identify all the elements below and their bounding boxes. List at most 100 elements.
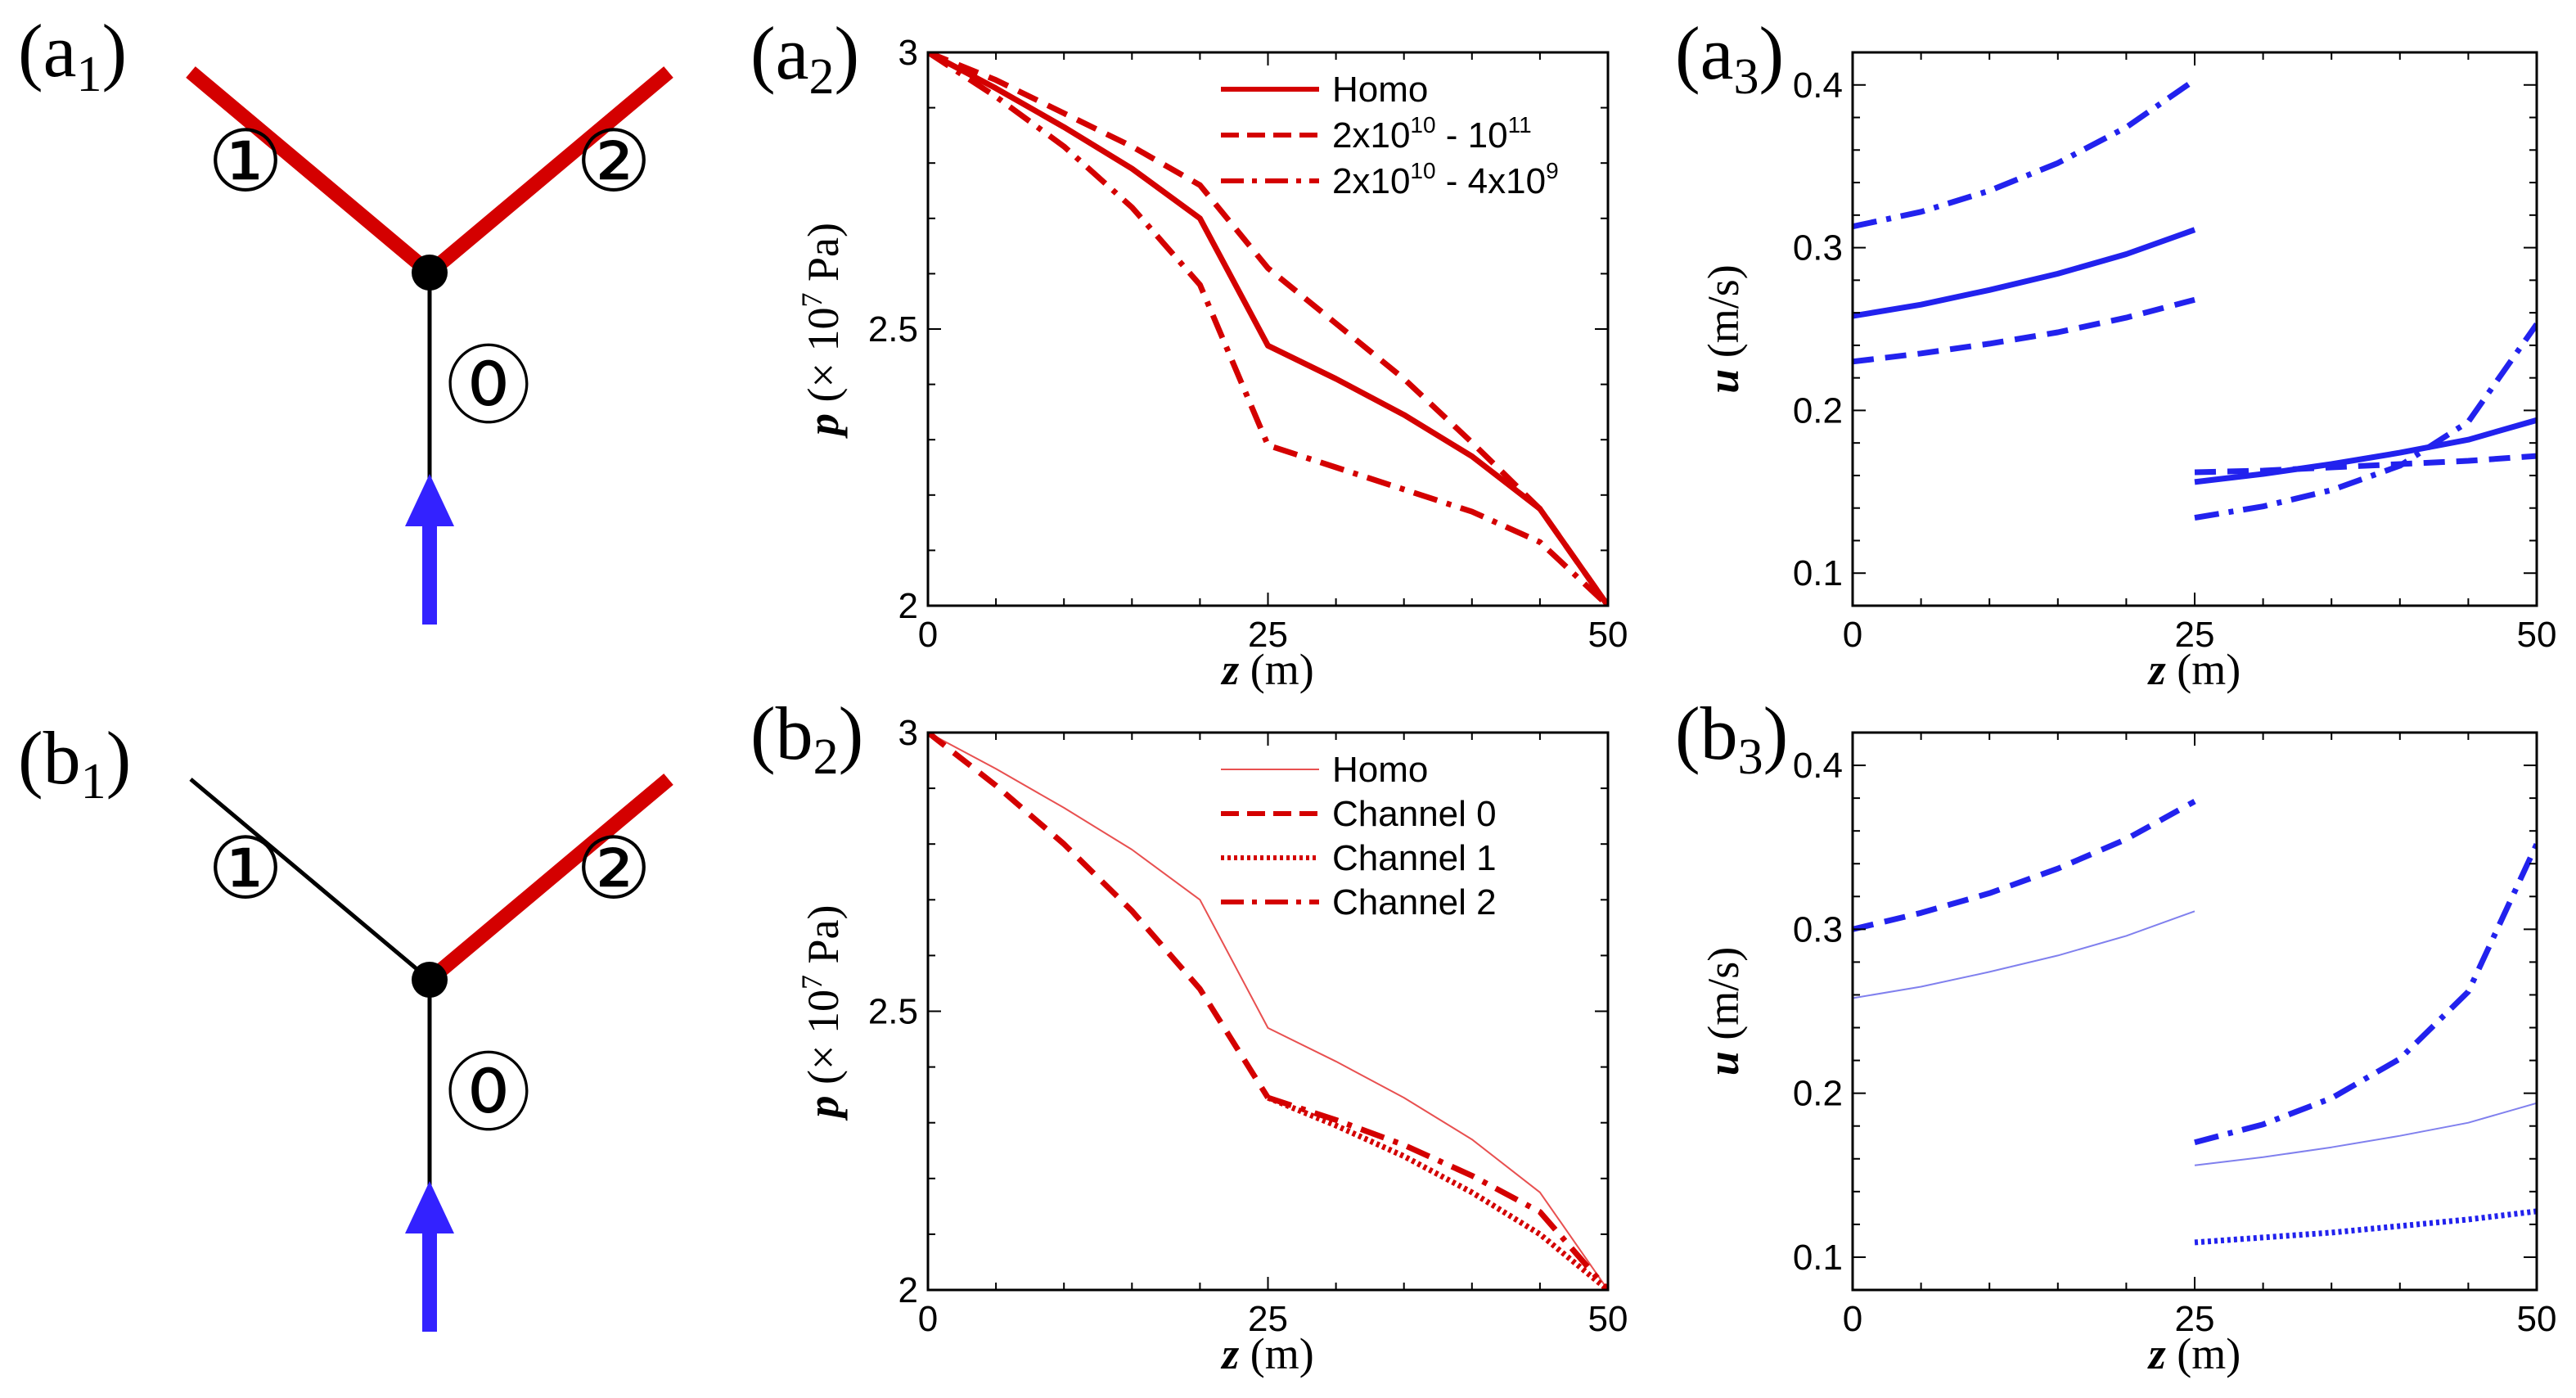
y-axis-unit: (× 10: [799, 990, 848, 1095]
y-axis-unit: (m/s): [1699, 264, 1748, 369]
y-tick-label: 0.2: [1793, 390, 1843, 431]
paren-close: ): [1759, 11, 1784, 95]
series-group: [928, 733, 1608, 1290]
series-line: [2194, 322, 2537, 521]
y-axis-exponent: 7: [795, 975, 828, 990]
y-tick-label: 2.5: [868, 309, 918, 350]
paren-open: (: [1675, 692, 1700, 775]
x-axis-label: z (m): [1220, 645, 1313, 694]
legend-entry: Channel 1: [1332, 838, 1497, 878]
x-axis-label: z (m): [2147, 1329, 2240, 1378]
series-line: [928, 52, 1608, 606]
x-tick-label: 0: [918, 615, 938, 655]
inflow-arrow-shaft: [422, 518, 437, 625]
diagram-b1: ① ② ⓪: [189, 773, 673, 1332]
panel-subscript: 3: [1738, 729, 1763, 785]
legend-text: Channel 1: [1332, 838, 1497, 878]
y-tick-label: 0.3: [1793, 228, 1843, 268]
x-axis-unit: (m): [2166, 1329, 2240, 1378]
legend-entry: Homo: [1332, 70, 1428, 110]
panel-letter: a: [43, 9, 77, 92]
panel-letter: b: [1700, 692, 1738, 775]
junction-node: [412, 255, 448, 291]
channel-2-branch: [425, 773, 673, 985]
plot-frame: [1851, 731, 2538, 1292]
paren-open: (: [18, 716, 43, 800]
y-tick-label: 2.5: [868, 992, 918, 1032]
y-tick-label: 0.3: [1793, 909, 1843, 949]
y-axis-var: u: [1699, 1051, 1748, 1076]
channel-2-branch: [425, 66, 673, 278]
y-axis-unit: (m/s): [1699, 947, 1748, 1052]
series-line: [1853, 296, 2195, 365]
inflow-arrow-head: [405, 474, 454, 526]
legend-sup: 9: [1546, 158, 1559, 183]
legend-text: Homo: [1332, 750, 1428, 790]
series-line: [1853, 910, 2195, 999]
legend-sup: 10: [1410, 112, 1435, 138]
x-tick-label: 50: [1588, 1299, 1628, 1339]
channel-1-label: ①: [207, 115, 283, 210]
panel-letter: b: [43, 716, 81, 800]
panel-label: (a2): [750, 11, 859, 105]
panel-letter: a: [1700, 11, 1734, 95]
legend-text: 2x10: [1332, 115, 1410, 156]
x-tick-label: 0: [1843, 615, 1862, 655]
y-tick-label: 2: [898, 586, 918, 626]
legend-text: 2x10: [1332, 161, 1410, 201]
legend-entry: 2x1010 - 1011: [1332, 112, 1532, 156]
channel-2-label: ②: [575, 822, 651, 917]
x-tick-label: 50: [2517, 615, 2557, 655]
y-tick-label: 0.4: [1793, 65, 1843, 106]
junction-node: [412, 962, 448, 998]
y-axis-var: p: [799, 1095, 848, 1121]
x-tick-label: 50: [2517, 1299, 2557, 1339]
y-tick-label: 0.2: [1793, 1074, 1843, 1114]
paren-close: ): [101, 9, 127, 92]
legend-entry: Channel 0: [1332, 794, 1497, 834]
legend-sup: 11: [1508, 112, 1532, 138]
y-axis-unit: Pa): [799, 905, 848, 975]
channel-2-label: ②: [575, 115, 651, 210]
y-axis-label: p (× 107 Pa): [795, 905, 848, 1121]
paren-close: ): [834, 11, 859, 95]
channel-0-label: ⓪: [446, 1047, 531, 1142]
y-axis-var: p: [799, 413, 848, 439]
panel-subscript: 1: [76, 47, 101, 102]
x-tick-label: 25: [1248, 615, 1288, 655]
x-tick-label: 50: [1588, 615, 1628, 655]
series-line: [2194, 1102, 2537, 1166]
y-axis-unit: Pa): [799, 223, 848, 292]
series-line: [928, 52, 1608, 606]
plot-frame: [1851, 51, 2538, 607]
y-tick-label: 0.1: [1793, 553, 1843, 593]
series-line: [1853, 799, 2196, 932]
diagram-a1: ① ② ⓪: [186, 66, 673, 625]
x-tick-label: 0: [1843, 1299, 1862, 1339]
paren-open: (: [750, 11, 776, 95]
paren-close: ): [106, 716, 132, 800]
paren-open: (: [750, 692, 776, 775]
panel-subscript: 1: [81, 754, 106, 809]
y-axis-exponent: 7: [795, 293, 828, 308]
legend-text: - 10: [1436, 115, 1508, 156]
x-tick-label: 25: [2175, 1299, 2215, 1339]
x-axis-var: z: [2147, 645, 2166, 694]
paren-close: ): [839, 692, 864, 775]
inflow-arrow-head: [405, 1181, 454, 1233]
paren-close: ): [1763, 692, 1789, 775]
x-axis-unit: (m): [1239, 645, 1313, 694]
x-axis-label: z (m): [1220, 1329, 1313, 1378]
legend-entry: Channel 2: [1332, 882, 1497, 922]
channel-1-label: ①: [207, 822, 283, 917]
channel-1-branch: [186, 66, 435, 278]
x-axis-unit: (m): [2166, 645, 2240, 694]
y-axis-unit: (× 10: [799, 308, 848, 413]
legend-entry: 2x1010 - 4x109: [1332, 158, 1559, 201]
panel-label: (b2): [750, 692, 863, 785]
